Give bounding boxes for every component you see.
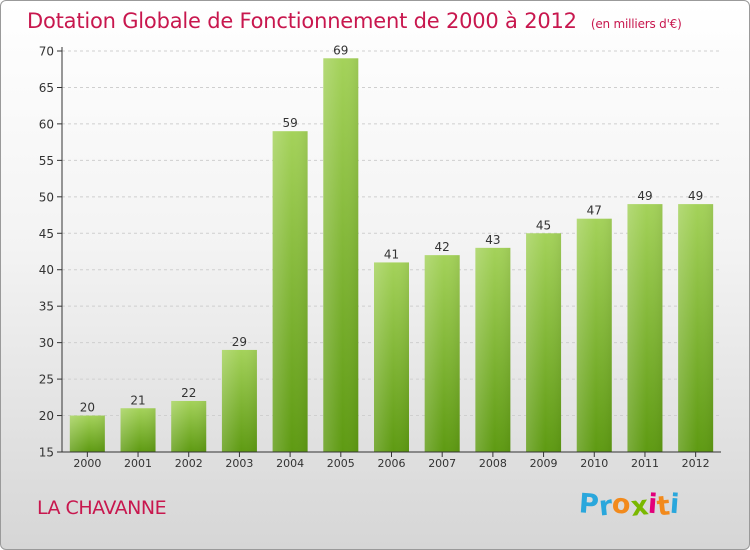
labels: 15 20 25 30 35 40 45 50 55 60 65 70 20 2000 21 2001 22 20… xyxy=(39,43,710,470)
y-tick-label: 55 xyxy=(39,154,54,168)
data-label: 49 xyxy=(637,189,652,203)
chart-title: Dotation Globale de Fonctionnement de 20… xyxy=(27,9,682,33)
x-tick-label: 2005 xyxy=(327,457,355,470)
data-label: 47 xyxy=(587,204,602,218)
place-name: LA CHAVANNE xyxy=(37,497,167,519)
bar-highlight xyxy=(120,408,156,452)
x-tick-label: 2004 xyxy=(276,457,304,470)
x-tick-label: 2006 xyxy=(378,457,406,470)
x-tick-label: 2008 xyxy=(479,457,507,470)
y-tick-label: 70 xyxy=(39,45,54,59)
data-label: 42 xyxy=(435,240,450,254)
y-tick-label: 15 xyxy=(39,446,54,460)
y-tick-label: 40 xyxy=(39,263,54,277)
y-tick-label: 20 xyxy=(39,409,54,423)
data-label: 22 xyxy=(181,386,196,400)
data-label: 21 xyxy=(130,393,145,407)
y-tick-label: 45 xyxy=(39,227,54,241)
y-tick-label: 60 xyxy=(39,117,54,131)
bar-highlight xyxy=(272,131,308,452)
logo-letter: P xyxy=(577,488,600,521)
x-tick-label: 2002 xyxy=(175,457,203,470)
logo-letter: i xyxy=(669,488,681,521)
chart-title-unit: (en milliers d'€) xyxy=(590,17,682,31)
x-tick-label: 2012 xyxy=(682,457,710,470)
x-tick-label: 2007 xyxy=(428,457,456,470)
bar-highlight xyxy=(374,262,409,452)
bar-highlight xyxy=(627,204,663,452)
data-label: 20 xyxy=(80,401,95,415)
data-label: 49 xyxy=(688,189,703,203)
bar-highlight xyxy=(221,349,257,452)
bar-highlight xyxy=(323,58,359,453)
proxiti-logo: Proxiti xyxy=(577,488,681,522)
axes xyxy=(57,47,721,457)
y-tick-label: 50 xyxy=(39,190,54,204)
chart-title-main: Dotation Globale de Fonctionnement de 20… xyxy=(27,9,577,33)
bar-highlight xyxy=(69,415,105,452)
x-tick-label: 2001 xyxy=(124,457,152,470)
data-label: 29 xyxy=(232,335,247,349)
x-tick-label: 2009 xyxy=(530,457,558,470)
data-label: 41 xyxy=(384,247,399,261)
bar-highlight xyxy=(475,247,511,452)
data-label: 43 xyxy=(485,233,500,247)
data-label: 59 xyxy=(282,116,297,130)
data-label: 45 xyxy=(536,218,551,232)
bar-highlight xyxy=(576,218,612,452)
data-label: 69 xyxy=(333,43,348,57)
x-tick-label: 2000 xyxy=(73,457,101,470)
bar-highlight xyxy=(678,204,714,452)
x-tick-label: 2011 xyxy=(631,457,659,470)
y-tick-label: 25 xyxy=(39,373,54,387)
x-tick-label: 2010 xyxy=(580,457,608,470)
bars xyxy=(69,58,714,453)
y-tick-label: 30 xyxy=(39,336,54,350)
x-tick-label: 2003 xyxy=(225,457,253,470)
bar-highlight xyxy=(424,255,460,452)
bar-highlight xyxy=(526,233,562,452)
y-tick-label: 35 xyxy=(39,300,54,314)
y-tick-label: 65 xyxy=(39,81,54,95)
bar-highlight xyxy=(171,400,207,452)
